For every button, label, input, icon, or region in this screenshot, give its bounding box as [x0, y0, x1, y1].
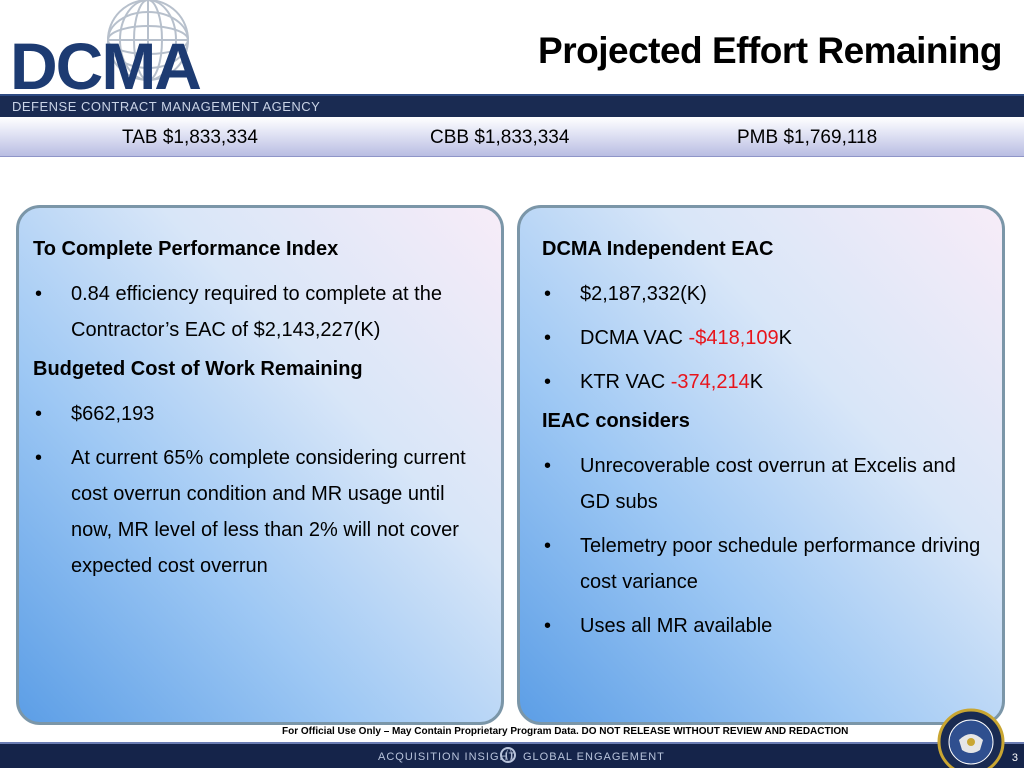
bullet: •	[544, 535, 552, 557]
tcpi-heading: To Complete Performance Index	[33, 238, 339, 260]
dcma-vac-value: -$418,109	[688, 327, 779, 349]
tcpi-efficiency-text: 0.84 efficiency required to complete at …	[71, 283, 442, 341]
logo-text: DCMA	[10, 29, 202, 103]
globe-logo-icon	[107, 0, 189, 81]
list-item: • KTR VAC -374,214K	[542, 364, 984, 400]
fouo-notice: For Official Use Only – May Contain Prop…	[282, 726, 849, 737]
overrun-text: Unrecoverable cost overrun at Excelis an…	[580, 455, 956, 513]
dcma-vac-label: DCMA VAC	[580, 327, 689, 349]
tcpi-panel: To Complete Performance Index • 0.84 effi…	[16, 205, 504, 725]
list-item: • Unrecoverable cost overrun at Excelis a…	[542, 448, 984, 520]
tab-value: TAB $1,833,334	[122, 127, 258, 148]
list-item: • Telemetry poor schedule performance dri…	[542, 528, 984, 600]
bullet: •	[544, 455, 552, 477]
list-item: • Uses all MR available	[542, 608, 984, 644]
bullet: •	[35, 447, 43, 469]
list-item: • DCMA VAC -$418,109K	[542, 320, 984, 356]
telemetry-text: Telemetry poor schedule performance driv…	[580, 535, 981, 593]
bcwr-value: $662,193	[71, 403, 155, 425]
bullet: •	[35, 283, 43, 305]
ieac-list: • $2,187,332(K) • DCMA VAC -$418,109K • KTR…	[542, 276, 984, 400]
ieac-heading: DCMA Independent EAC	[542, 238, 774, 260]
mr-usage-text: Uses all MR available	[580, 615, 773, 637]
bullet: •	[544, 615, 552, 637]
footer-right-text: GLOBAL ENGAGEMENT	[523, 751, 665, 763]
globe-icon	[500, 747, 516, 763]
agency-bar: DEFENSE CONTRACT MANAGEMENT AGENCY	[0, 94, 1024, 117]
dod-seal-icon	[937, 708, 1005, 768]
list-item: • $2,187,332(K)	[542, 276, 984, 312]
bullet: •	[35, 403, 43, 425]
mr-assessment-text: At current 65% complete considering curr…	[71, 447, 466, 577]
list-item: • $662,193	[33, 396, 483, 432]
bullet: •	[544, 327, 552, 349]
footer-bar: ACQUISITION INSIGHT GLOBAL ENGAGEMENT 3	[0, 742, 1024, 768]
bcwr-list: • $662,193 • At current 65% complete consi…	[33, 396, 483, 584]
ktr-vac-label: KTR VAC	[580, 371, 671, 393]
page-title: Projected Effort Remaining	[538, 30, 1002, 71]
ktr-vac-value: -374,214	[670, 371, 750, 393]
tcpi-list: • 0.84 efficiency required to complete at…	[33, 276, 483, 348]
budget-bar: TAB $1,833,334 CBB $1,833,334 PMB $1,769…	[0, 117, 1024, 157]
list-item: • At current 65% complete considering cur…	[33, 440, 483, 584]
ieac-considers-heading: IEAC considers	[542, 410, 690, 432]
bcwr-heading: Budgeted Cost of Work Remaining	[33, 358, 363, 380]
list-item: • 0.84 efficiency required to complete at…	[33, 276, 483, 348]
footer-left-text: ACQUISITION INSIGHT	[378, 751, 517, 763]
cbb-value: CBB $1,833,334	[430, 127, 570, 148]
ieac-value: $2,187,332(K)	[580, 283, 707, 305]
bullet: •	[544, 283, 552, 305]
page-number: 3	[1011, 752, 1018, 764]
dcma-vac-unit: K	[778, 327, 792, 349]
ieac-considers-list: • Unrecoverable cost overrun at Excelis a…	[542, 448, 984, 644]
dcma-logo: DCMA	[8, 0, 238, 103]
bullet: •	[544, 371, 552, 393]
agency-name: DEFENSE CONTRACT MANAGEMENT AGENCY	[12, 99, 321, 114]
ktr-vac-unit: K	[749, 371, 764, 393]
pmb-value: PMB $1,769,118	[737, 127, 878, 148]
ieac-panel: DCMA Independent EAC • $2,187,332(K) • DCM…	[517, 205, 1005, 725]
